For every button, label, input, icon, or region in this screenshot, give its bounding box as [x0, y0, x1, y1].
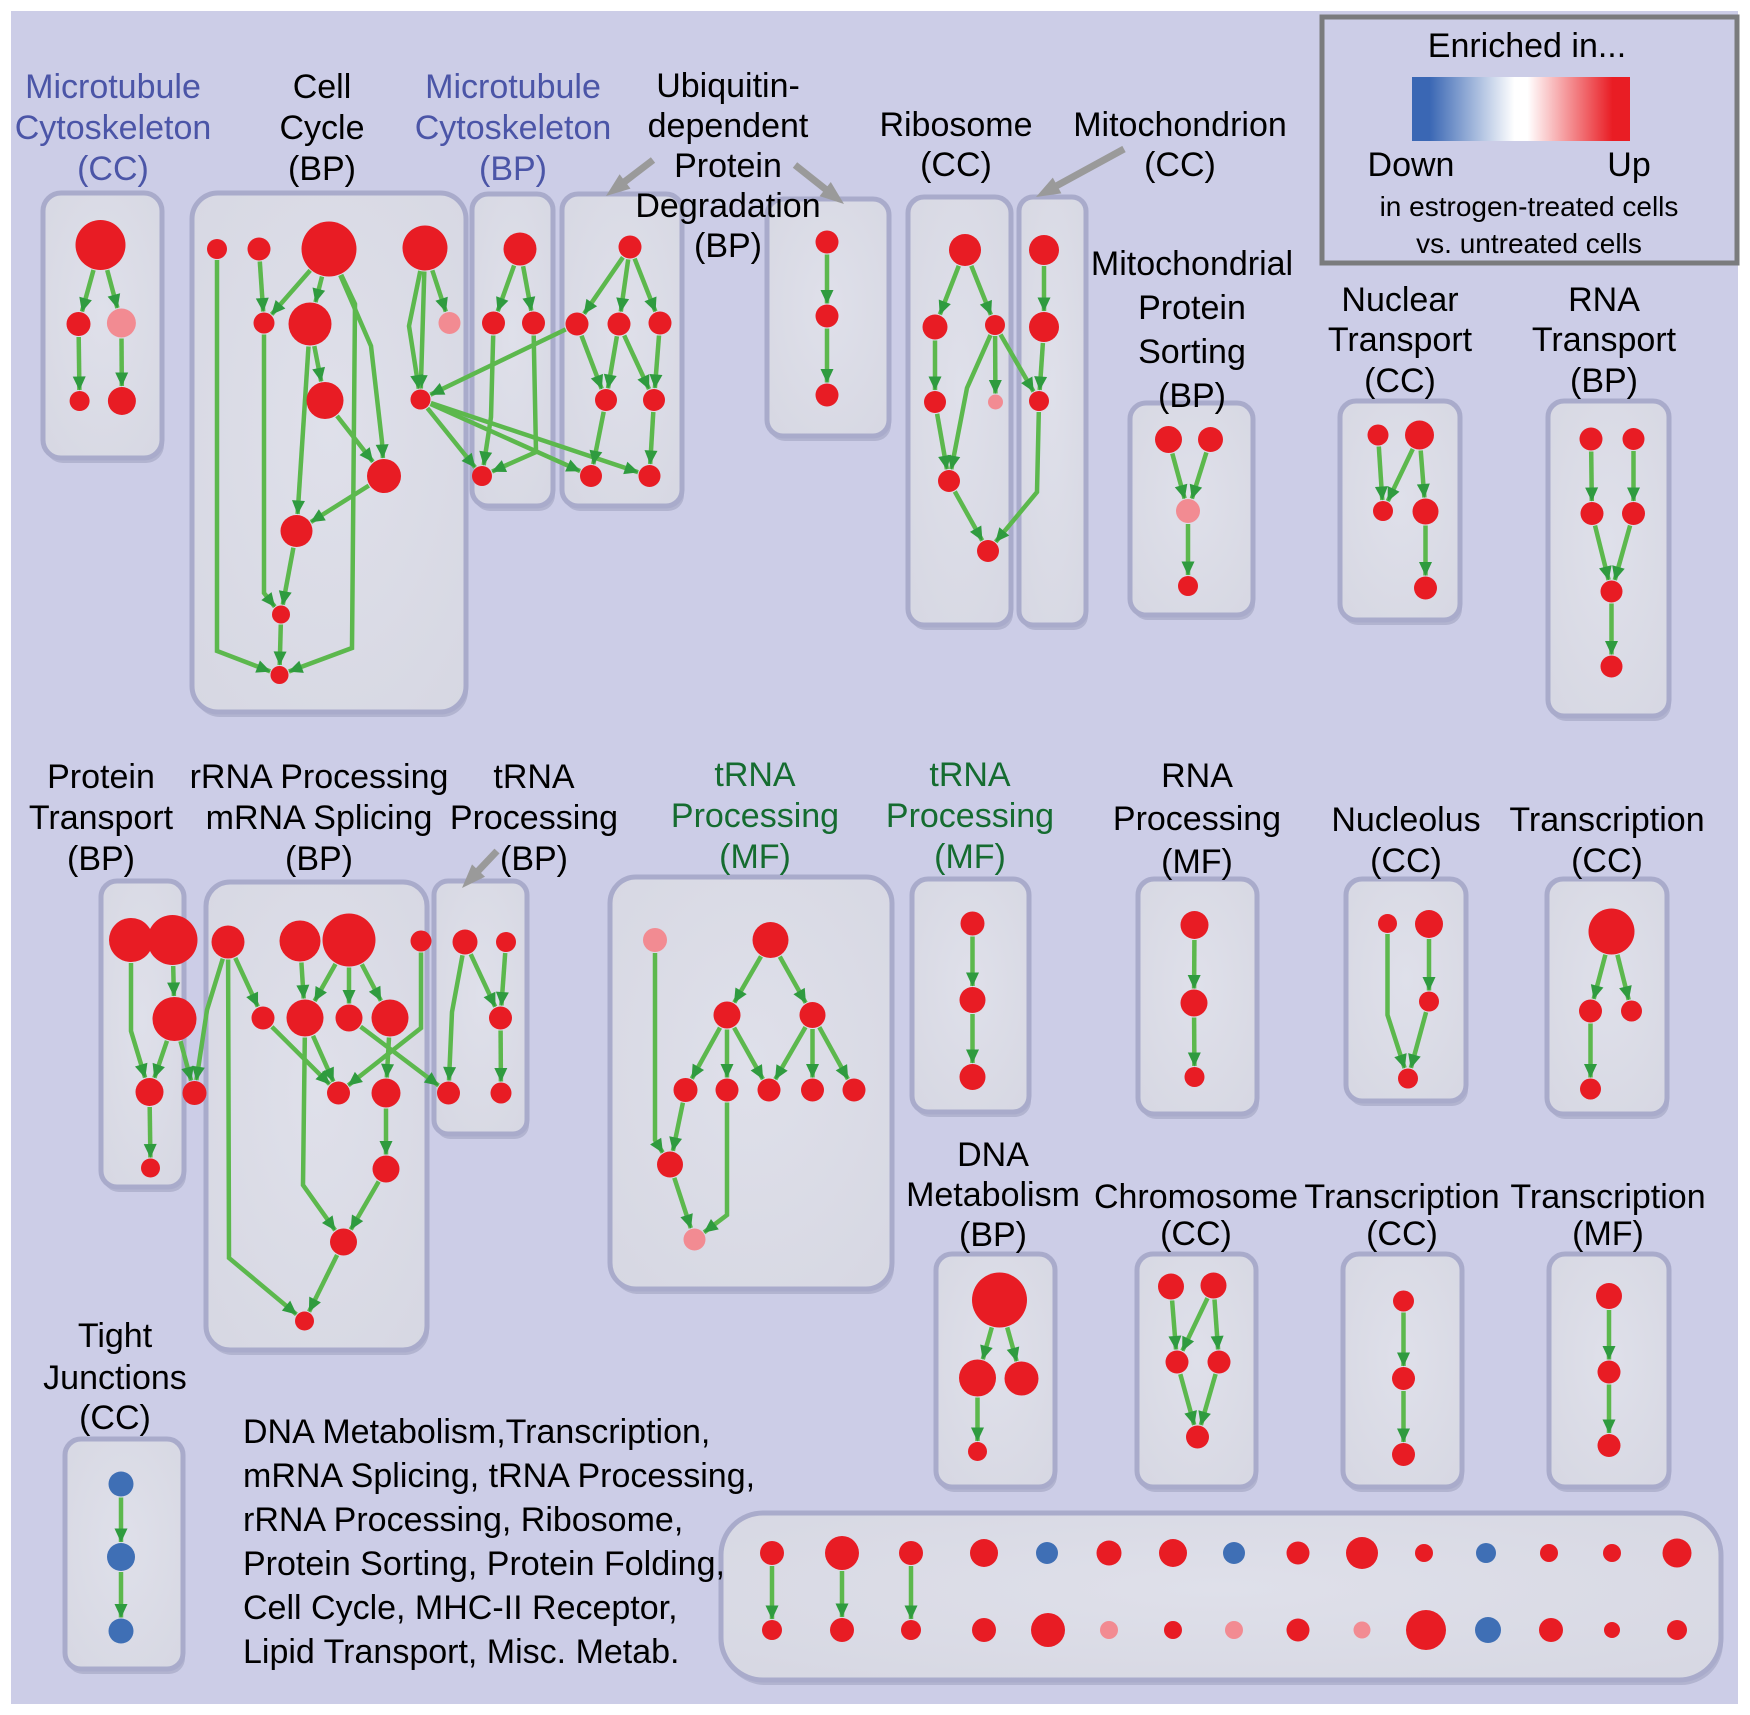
svg-text:Transcription: Transcription: [1304, 1178, 1499, 1216]
svg-text:rRNA Processing: rRNA Processing: [190, 758, 449, 796]
svg-text:mRNA Splicing: mRNA Splicing: [206, 799, 433, 837]
svg-text:(CC): (CC): [920, 146, 992, 184]
svg-text:(CC): (CC): [1364, 362, 1436, 400]
svg-text:(MF): (MF): [934, 838, 1006, 876]
svg-text:dependent: dependent: [648, 107, 809, 145]
svg-text:(BP): (BP): [67, 840, 135, 878]
svg-text:Tight: Tight: [78, 1317, 153, 1355]
svg-text:Protein: Protein: [1138, 289, 1246, 327]
svg-text:Processing: Processing: [1113, 800, 1281, 838]
svg-text:(MF): (MF): [719, 838, 791, 876]
svg-text:Protein: Protein: [674, 147, 782, 185]
svg-text:tRNA: tRNA: [929, 756, 1011, 794]
svg-text:Ubiquitin-: Ubiquitin-: [656, 67, 800, 105]
svg-text:Microtubule: Microtubule: [425, 68, 601, 106]
svg-text:Cytoskeleton: Cytoskeleton: [415, 109, 612, 147]
svg-text:rRNA Processing, Ribosome,: rRNA Processing, Ribosome,: [243, 1501, 683, 1539]
svg-text:(CC): (CC): [79, 1399, 151, 1437]
svg-text:(BP): (BP): [500, 840, 568, 878]
svg-text:(MF): (MF): [1161, 843, 1233, 881]
svg-text:tRNA: tRNA: [714, 756, 796, 794]
svg-text:Up: Up: [1607, 146, 1650, 184]
svg-text:(CC): (CC): [1160, 1215, 1232, 1253]
svg-text:(CC): (CC): [1144, 146, 1216, 184]
svg-text:Down: Down: [1368, 146, 1455, 184]
svg-text:Cycle: Cycle: [279, 109, 364, 147]
svg-text:Transcription: Transcription: [1509, 801, 1704, 839]
svg-text:mRNA Splicing, tRNA Processing: mRNA Splicing, tRNA Processing,: [243, 1457, 755, 1495]
svg-text:Transport: Transport: [1532, 321, 1677, 359]
svg-text:Mitochondrial: Mitochondrial: [1091, 245, 1293, 283]
svg-text:Cytoskeleton: Cytoskeleton: [15, 109, 212, 147]
svg-text:(BP): (BP): [1570, 362, 1638, 400]
svg-text:(BP): (BP): [479, 150, 547, 188]
svg-text:Cell Cycle, MHC-II Receptor,: Cell Cycle, MHC-II Receptor,: [243, 1589, 678, 1627]
svg-text:Nucleolus: Nucleolus: [1331, 801, 1480, 839]
svg-text:Chromosome: Chromosome: [1094, 1178, 1298, 1216]
svg-text:Transcription: Transcription: [1510, 1178, 1705, 1216]
svg-text:Nuclear: Nuclear: [1341, 281, 1458, 319]
svg-text:(BP): (BP): [959, 1216, 1027, 1254]
svg-text:(BP): (BP): [288, 150, 356, 188]
svg-text:Protein: Protein: [47, 758, 155, 796]
svg-text:Transport: Transport: [1328, 321, 1473, 359]
svg-text:vs. untreated cells: vs. untreated cells: [1416, 228, 1642, 259]
svg-text:(CC): (CC): [77, 150, 149, 188]
svg-text:in estrogen-treated cells: in estrogen-treated cells: [1380, 191, 1679, 222]
svg-text:DNA Metabolism,Transcription,: DNA Metabolism,Transcription,: [243, 1413, 710, 1451]
svg-text:RNA: RNA: [1568, 281, 1640, 319]
svg-text:(MF): (MF): [1572, 1215, 1644, 1253]
svg-text:Cell: Cell: [293, 68, 352, 106]
svg-text:Lipid Transport, Misc. Metab.: Lipid Transport, Misc. Metab.: [243, 1633, 680, 1671]
svg-text:Ribosome: Ribosome: [879, 106, 1032, 144]
svg-text:Microtubule: Microtubule: [25, 68, 201, 106]
svg-text:Transport: Transport: [29, 799, 174, 837]
svg-text:Enriched in...: Enriched in...: [1428, 27, 1626, 65]
svg-text:(CC): (CC): [1370, 842, 1442, 880]
svg-text:Protein Sorting, Protein Foldi: Protein Sorting, Protein Folding,: [243, 1545, 725, 1583]
svg-text:(BP): (BP): [1158, 377, 1226, 415]
svg-text:Junctions: Junctions: [43, 1359, 187, 1397]
svg-text:Degradation: Degradation: [635, 187, 820, 225]
svg-text:DNA: DNA: [957, 1136, 1029, 1174]
svg-text:(CC): (CC): [1366, 1215, 1438, 1253]
svg-text:Processing: Processing: [886, 797, 1054, 835]
svg-text:(BP): (BP): [285, 840, 353, 878]
svg-text:Processing: Processing: [450, 799, 618, 837]
svg-text:Mitochondrion: Mitochondrion: [1073, 106, 1287, 144]
svg-text:RNA: RNA: [1161, 757, 1233, 795]
svg-text:tRNA: tRNA: [493, 758, 575, 796]
svg-text:(BP): (BP): [694, 227, 762, 265]
svg-text:(CC): (CC): [1571, 842, 1643, 880]
svg-text:Processing: Processing: [671, 797, 839, 835]
svg-text:Metabolism: Metabolism: [906, 1176, 1080, 1214]
svg-text:Sorting: Sorting: [1138, 333, 1246, 371]
